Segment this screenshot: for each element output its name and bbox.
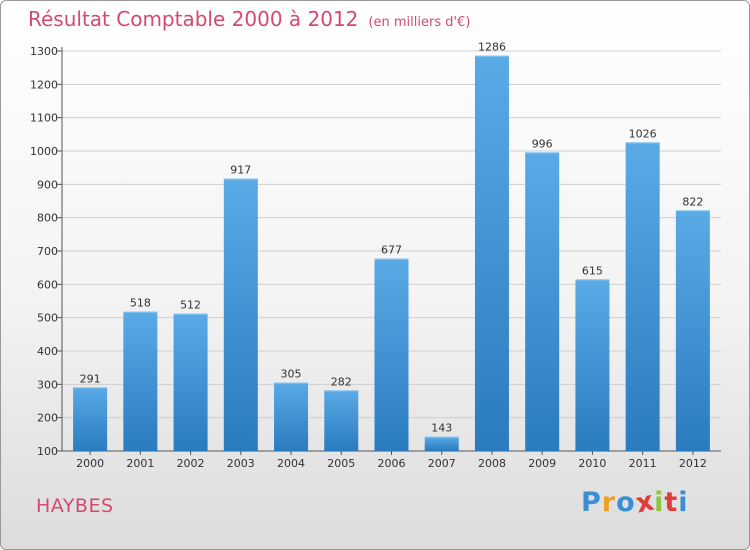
xtick-label-2001: 2001 [126,457,154,470]
ytick-label-1300: 1300 [30,45,58,58]
bar-2003 [223,178,258,451]
logo-letter-0: P [581,487,602,518]
xtick-label-2012: 2012 [679,457,707,470]
bar-2008 [474,55,509,452]
xtick-label-2006: 2006 [378,457,406,470]
bar-2007 [424,436,459,451]
value-label-2012: 822 [682,195,703,208]
value-label-2004: 305 [281,368,302,381]
ytick-label-800: 800 [37,212,58,225]
bar-2005 [324,390,359,451]
ytick-label-500: 500 [37,312,58,325]
value-label-2008: 1286 [478,41,506,54]
xtick-label-2009: 2009 [528,457,556,470]
value-label-2011: 1026 [629,127,657,140]
xtick-label-2007: 2007 [428,457,456,470]
value-label-2001: 518 [130,297,151,310]
ytick-label-1000: 1000 [30,145,58,158]
value-label-2009: 996 [532,137,553,150]
value-label-2005: 282 [331,375,352,388]
value-label-2003: 917 [230,164,251,177]
bar-2006 [374,258,409,451]
value-label-2000: 291 [80,372,101,385]
bar-2004 [274,382,309,451]
value-label-2010: 615 [582,264,603,277]
bar-2009 [525,152,560,452]
logo-letter-4: i [654,487,665,518]
logo-letter-2: o [616,487,636,518]
ytick-label-900: 900 [37,178,58,191]
ytick-label-400: 400 [37,345,58,358]
logo-letter-6: i [678,487,689,518]
bar-2010 [575,279,610,451]
xtick-label-2002: 2002 [177,457,205,470]
value-label-2006: 677 [381,244,402,257]
logo-letter-5: t [664,487,679,518]
ytick-label-700: 700 [37,245,58,258]
xtick-label-2008: 2008 [478,457,506,470]
xtick-label-2010: 2010 [578,457,606,470]
chart-subtitle: (en milliers d'€) [368,15,471,30]
xtick-label-2003: 2003 [227,457,255,470]
bar-labels: 291 518 512 917 305 282 677 143 1286 996 615 1026 82… [80,41,704,435]
axes: 100 200 300 400 500 600 700 800 900 1000 1100 1200 1… [30,45,721,470]
bar-2011 [625,142,660,452]
xtick-label-2004: 2004 [277,457,305,470]
ytick-label-100: 100 [37,445,58,458]
bar-2000 [73,387,108,451]
bars [73,55,710,452]
bar-2002 [173,313,208,451]
ytick-label-600: 600 [37,278,58,291]
ytick-label-1100: 1100 [30,112,58,125]
chart-title: Résultat Comptable 2000 à 2012 (en millie… [28,7,470,31]
xtick-label-2000: 2000 [76,457,104,470]
proxiti-logo: Proxiti [581,485,689,519]
bar-2001 [123,311,158,451]
xtick-label-2011: 2011 [629,457,657,470]
ytick-label-1200: 1200 [30,78,58,91]
ytick-label-200: 200 [37,412,58,425]
xtick-label-2005: 2005 [327,457,355,470]
ytick-label-300: 300 [37,378,58,391]
logo-letter-1: r [601,487,617,518]
value-label-2002: 512 [180,299,201,312]
value-label-2007: 143 [431,422,452,435]
bar-2012 [675,210,710,451]
location-name: HAYBES [36,495,114,517]
chart-title-text: Résultat Comptable 2000 à 2012 [28,7,359,31]
